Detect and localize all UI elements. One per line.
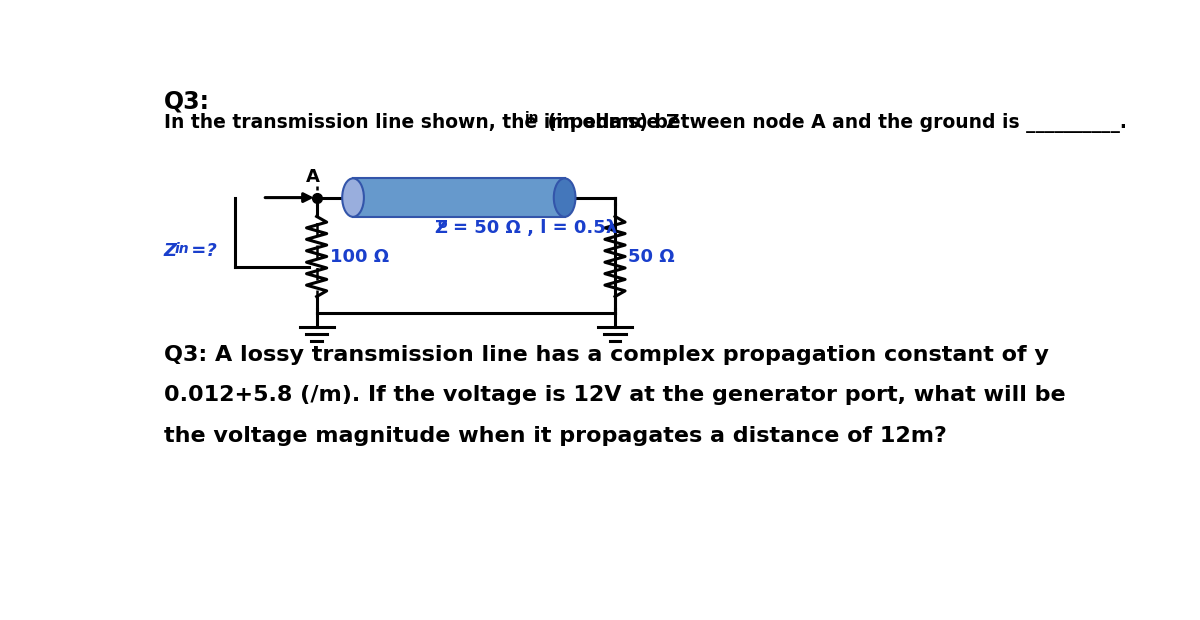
Text: in: in <box>175 242 190 256</box>
Text: 100 Ω: 100 Ω <box>330 247 389 265</box>
Text: =?: =? <box>185 242 217 260</box>
Ellipse shape <box>342 179 364 217</box>
Text: Z: Z <box>434 219 448 237</box>
Ellipse shape <box>553 179 576 217</box>
Text: Q3: A lossy transmission line has a complex propagation constant of y: Q3: A lossy transmission line has a comp… <box>164 345 1049 365</box>
Text: A: A <box>306 168 319 186</box>
Text: (in ohms) between node A and the ground is __________.: (in ohms) between node A and the ground … <box>541 113 1127 133</box>
Text: Q3:: Q3: <box>164 90 210 114</box>
Text: the voltage magnitude when it propagates a distance of 12m?: the voltage magnitude when it propagates… <box>164 425 947 446</box>
Text: o: o <box>438 217 448 231</box>
Bar <box>353 179 565 217</box>
Text: 0.012+5.8 (/m). If the voltage is 12V at the generator port, what will be: 0.012+5.8 (/m). If the voltage is 12V at… <box>164 386 1066 405</box>
Text: In the transmission line shown, the impedance Z: In the transmission line shown, the impe… <box>164 113 679 132</box>
Text: = 50 Ω , l = 0.5λ: = 50 Ω , l = 0.5λ <box>452 219 617 237</box>
Text: in: in <box>526 110 540 125</box>
Text: 50 Ω: 50 Ω <box>628 247 674 265</box>
Text: Z: Z <box>164 242 176 260</box>
